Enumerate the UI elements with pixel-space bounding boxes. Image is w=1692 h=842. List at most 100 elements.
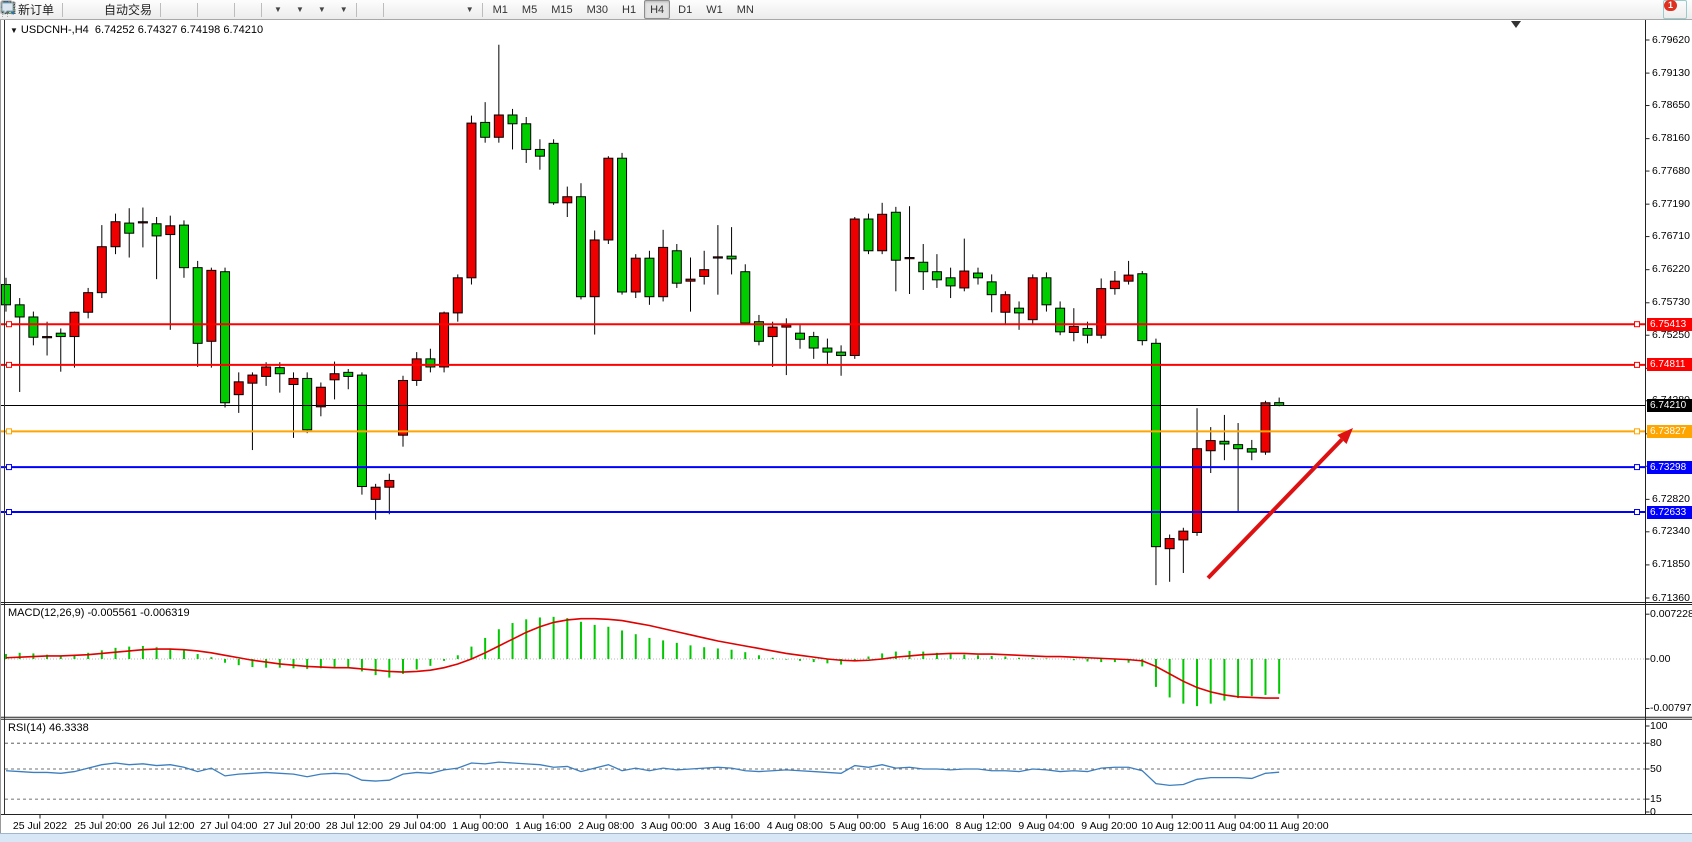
chart-symbol-title: ▼ USDCNH-,H4 6.74252 6.74327 6.74198 6.74… bbox=[10, 24, 263, 36]
fibonacci-button[interactable]: F bbox=[1, 0, 436, 19]
text-button[interactable]: A bbox=[2, 0, 446, 19]
line-handle[interactable] bbox=[1634, 428, 1640, 435]
line-handle[interactable] bbox=[6, 509, 12, 516]
macd-signal-line bbox=[5, 617, 1280, 699]
time-tick: 3 Aug 16:00 bbox=[703, 820, 760, 832]
line-handle[interactable] bbox=[6, 361, 12, 368]
toolbar-separator bbox=[261, 2, 263, 17]
rsi-tick: 15 bbox=[1650, 792, 1662, 805]
trend-arrow-head[interactable] bbox=[1337, 428, 1353, 445]
new-chart-button[interactable]: ▼ bbox=[0, 0, 286, 19]
resistance-price-label: 6.75413 bbox=[1647, 317, 1692, 331]
chevron-down-icon: ▼ bbox=[339, 5, 348, 14]
pivot-price-label: 6.73827 bbox=[1647, 424, 1692, 438]
price-tick: 6.71360 bbox=[1652, 591, 1690, 604]
timeframe-button-m30[interactable]: M30 bbox=[586, 3, 609, 16]
time-tick: 1 Aug 00:00 bbox=[452, 820, 509, 832]
time-tick: 8 Aug 12:00 bbox=[955, 820, 1012, 832]
time-tick: 27 Jul 20:00 bbox=[262, 820, 321, 832]
timeframe-button-w1[interactable]: W1 bbox=[706, 3, 723, 16]
price-tick: 6.79130 bbox=[1652, 66, 1690, 79]
time-tick: 28 Jul 12:00 bbox=[325, 820, 384, 832]
timeframe-button-m15[interactable]: M15 bbox=[551, 3, 573, 16]
trend-arrow[interactable] bbox=[1206, 438, 1344, 580]
zoom-out-button[interactable] bbox=[1, 0, 220, 19]
arrows-button[interactable]: ▼ bbox=[2, 0, 478, 19]
ohlc-quote-label: 6.74252 6.74327 6.74198 6.74210 bbox=[94, 24, 264, 36]
auto-trading-button[interactable]: 自动交易 bbox=[0, 0, 156, 19]
time-tick: 27 Jul 04:00 bbox=[200, 820, 258, 832]
time-tick: 4 Aug 08:00 bbox=[766, 820, 823, 832]
toolbar-separator bbox=[234, 2, 236, 17]
new-order-button[interactable]: 新订单 bbox=[1, 0, 58, 19]
line-handle[interactable] bbox=[6, 464, 12, 471]
vertical-line-button[interactable] bbox=[5, 0, 396, 19]
new-order-label: 新订单 bbox=[18, 3, 55, 17]
line-handle[interactable] bbox=[6, 428, 12, 435]
chart-window-frame bbox=[0, 19, 1692, 835]
line-handle[interactable] bbox=[1634, 321, 1640, 328]
timeframe-button-mn[interactable]: MN bbox=[736, 3, 754, 16]
resistance-price-label: 6.74811 bbox=[1647, 358, 1692, 372]
periods-button[interactable]: ▼ bbox=[1, 0, 308, 19]
chevron-down-icon: ▼ bbox=[465, 5, 474, 14]
horizontal-line-button[interactable] bbox=[1, 0, 406, 19]
market-watch-button[interactable] bbox=[0, 0, 85, 19]
search-button[interactable] bbox=[1, 0, 1661, 19]
navigator-button[interactable] bbox=[2, 0, 95, 19]
chart-shift-marker[interactable] bbox=[1511, 21, 1521, 28]
time-tick: 29 Jul 04:00 bbox=[388, 820, 446, 832]
rsi-pane bbox=[5, 742, 1645, 800]
rsi-line bbox=[5, 761, 1280, 786]
text-label-button[interactable]: T bbox=[0, 0, 456, 19]
chart-shift-button[interactable] bbox=[1, 0, 257, 19]
cursor-button[interactable] bbox=[3, 0, 369, 19]
line-handle[interactable] bbox=[1634, 361, 1640, 368]
notification-badge: 1 bbox=[1663, 0, 1677, 11]
price-tick: 6.72820 bbox=[1652, 492, 1690, 505]
collapse-triangle-icon[interactable]: ▼ bbox=[10, 26, 18, 35]
bid-price-label: 6.74210 bbox=[1647, 398, 1692, 412]
candlestick-chart-button[interactable] bbox=[1, 0, 183, 19]
templates-button[interactable]: ▼ bbox=[0, 0, 352, 19]
notifications-button[interactable]: 1 bbox=[1, 0, 1687, 19]
rsi-tick: 50 bbox=[1650, 762, 1662, 775]
toolbar-separator bbox=[481, 2, 483, 17]
line-handle[interactable] bbox=[1634, 464, 1640, 471]
zoom-in-button[interactable] bbox=[1, 0, 210, 19]
time-tick: 5 Aug 16:00 bbox=[892, 820, 949, 832]
time-tick: 26 Jul 12:00 bbox=[137, 820, 195, 832]
main-toolbar: 新订单 自动交易 ▼ ▼ ▼ ▼ E F A T bbox=[0, 0, 1692, 20]
time-tick: 25 Jul 20:00 bbox=[74, 820, 132, 832]
time-tick: 10 Aug 12:00 bbox=[1141, 820, 1204, 832]
line-handle[interactable] bbox=[1634, 509, 1640, 516]
trendline-button[interactable] bbox=[1, 0, 416, 19]
bar-chart-button[interactable] bbox=[1, 0, 173, 19]
timeframe-button-h1[interactable]: H1 bbox=[622, 3, 637, 16]
time-tick: 5 Aug 00:00 bbox=[829, 820, 886, 832]
toolbar-right-group: 1 bbox=[1, 0, 1688, 19]
toolbar-separator bbox=[382, 2, 384, 17]
crosshair-button[interactable] bbox=[1, 0, 379, 19]
auto-scroll-button[interactable] bbox=[1, 0, 247, 19]
price-tick: 6.71850 bbox=[1652, 558, 1690, 571]
toolbar-separator bbox=[62, 2, 64, 17]
price-tick: 6.77190 bbox=[1652, 197, 1690, 210]
indicators-button[interactable]: ▼ bbox=[0, 0, 330, 19]
line-chart-button[interactable] bbox=[0, 0, 193, 19]
tile-windows-button[interactable] bbox=[0, 0, 230, 19]
time-tick: 9 Aug 20:00 bbox=[1081, 820, 1138, 832]
profiles-button[interactable] bbox=[1, 0, 75, 19]
timeframe-button-m5[interactable]: M5 bbox=[521, 3, 538, 16]
equidistant-channel-button[interactable]: E bbox=[0, 0, 426, 19]
line-handle[interactable] bbox=[6, 321, 12, 328]
timeframe-button-h4[interactable]: H4 bbox=[644, 0, 671, 19]
macd-indicator-label: MACD(12,26,9) -0.005561 -0.006319 bbox=[8, 607, 190, 619]
timeframe-button-d1[interactable]: D1 bbox=[678, 3, 693, 16]
support-price-label: 6.73298 bbox=[1647, 460, 1692, 474]
macd-tick: 0.00 bbox=[1650, 652, 1671, 665]
chevron-down-icon: ▼ bbox=[317, 5, 326, 14]
chevron-down-icon: ▼ bbox=[274, 5, 282, 14]
timeframe-button-m1[interactable]: M1 bbox=[492, 3, 508, 16]
